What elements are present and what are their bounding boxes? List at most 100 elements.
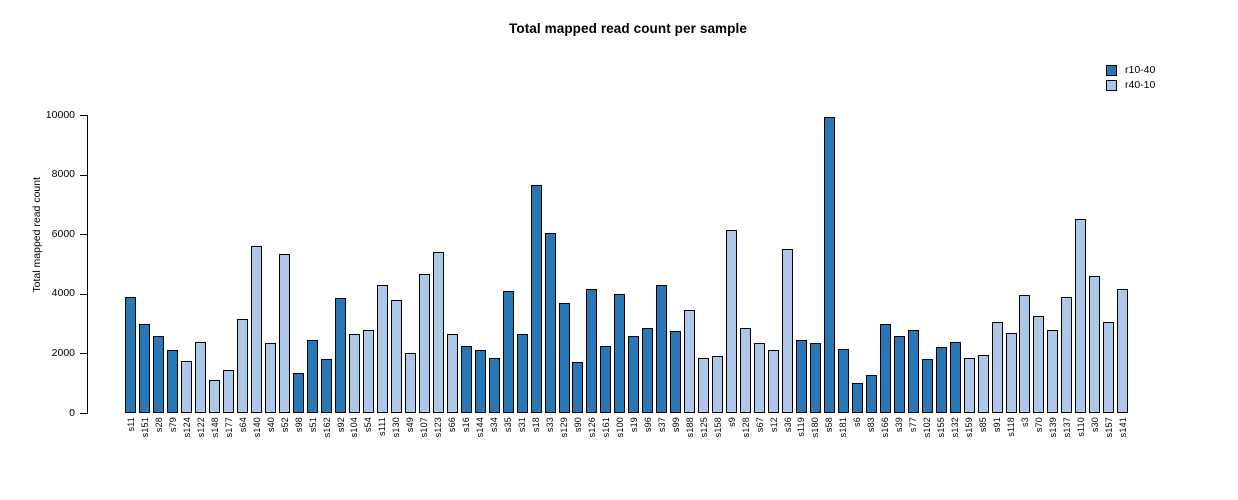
bar-s159 [963,357,975,413]
bar-slot-s49: s49 [403,115,417,432]
x-tick-label-s124: s124 [181,417,192,438]
legend-item-r40-10: r40-10 [1106,80,1155,91]
x-tick-label-s77: s77 [908,417,919,433]
bar-slot-s181: s181 [836,115,850,437]
bar-slot-s119: s119 [795,115,809,437]
legend-label-r10-40: r10-40 [1125,64,1156,76]
bar-slot-s110: s110 [1074,115,1088,437]
bar-slot-s100: s100 [613,115,627,437]
y-tick-label-4000: 4000 [51,287,75,300]
x-tick-label-wrap: s181 [836,417,850,437]
plot-area-bars: s11 s151 s28 s79 s124 s122 s148 s177 s64 s140 s40 s… [124,115,1130,437]
bar-s180 [809,343,821,413]
x-tick-label-s96: s96 [642,417,653,433]
x-tick-label-s16: s16 [461,417,472,433]
x-tick-label-s12: s12 [768,417,779,433]
x-tick-label-s51: s51 [307,417,318,433]
bar-s158 [712,356,724,413]
y-tick-label-2000: 2000 [51,346,75,359]
bar-s9 [726,229,738,413]
x-tick-label-wrap: s111 [375,417,389,436]
bar-s137 [1061,296,1073,413]
x-tick-label-wrap: s66 [445,417,459,432]
y-axis-line [87,115,88,414]
bar-slot-s139: s139 [1046,115,1060,437]
bar-slot-s141: s141 [1116,115,1130,437]
bar-s92 [335,298,347,413]
x-tick-label-wrap: s104 [348,417,362,437]
x-tick-label-wrap: s107 [417,417,431,437]
bar-s19 [628,335,640,413]
bar-s66 [446,334,458,413]
x-tick-label-s70: s70 [1033,417,1044,433]
y-tick-mark-2000 [80,353,87,355]
bar-s111 [376,284,388,413]
x-tick-label-s33: s33 [545,417,556,433]
bar-s6 [851,383,863,413]
bar-slot-s158: s158 [711,115,725,437]
x-tick-label-wrap: s157 [1102,417,1116,437]
x-tick-label-s100: s100 [614,417,625,438]
bar-s126 [586,289,598,413]
bar-s166 [879,323,891,413]
x-tick-label-wrap: s125 [697,417,711,437]
bar-slot-s126: s126 [585,115,599,437]
bar-s181 [837,348,849,413]
bar-s96 [642,328,654,413]
x-tick-label-wrap: s122 [194,417,208,437]
bar-s40 [265,343,277,413]
x-tick-label-wrap: s132 [948,417,962,437]
bar-slot-s188: s188 [683,115,697,437]
bar-slot-s79: s79 [166,115,180,432]
x-tick-label-s181: s181 [838,417,849,438]
x-tick-label-wrap: s166 [878,417,892,437]
x-tick-label-wrap: s158 [711,417,725,437]
bar-s122 [195,341,207,413]
bar-s102 [921,359,933,413]
bar-slot-s132: s132 [948,115,962,437]
x-tick-label-s18: s18 [531,417,542,433]
x-tick-label-s111: s111 [377,417,388,436]
bar-s90 [572,362,584,413]
bar-slot-s52: s52 [278,115,292,432]
bar-slot-s157: s157 [1102,115,1116,437]
bar-s98 [293,372,305,413]
x-tick-label-wrap: s100 [613,417,627,437]
bar-slot-s180: s180 [808,115,822,437]
x-tick-label-wrap: s90 [571,417,585,432]
bar-s188 [684,310,696,413]
x-tick-label-wrap: s6 [850,417,864,427]
x-tick-label-s35: s35 [503,417,514,433]
bar-s118 [1005,332,1017,413]
x-tick-label-s9: s9 [726,417,737,427]
bar-s52 [279,253,291,413]
x-tick-label-wrap: s91 [990,417,1004,432]
x-tick-label-s137: s137 [1061,417,1072,438]
bar-slot-s31: s31 [515,115,529,432]
bar-slot-s28: s28 [152,115,166,432]
x-tick-label-s188: s188 [684,417,695,438]
bar-slot-s91: s91 [990,115,1004,432]
bar-slot-s30: s30 [1088,115,1102,432]
bar-s151 [139,323,151,413]
bar-slot-s128: s128 [739,115,753,437]
x-tick-label-s166: s166 [880,417,891,438]
x-tick-label-s40: s40 [265,417,276,433]
x-tick-label-wrap: s137 [1060,417,1074,437]
x-tick-label-s128: s128 [740,417,751,438]
y-tick-mark-6000 [80,234,87,236]
x-tick-label-s140: s140 [251,417,262,438]
bar-s124 [181,360,193,413]
x-tick-label-wrap: s141 [1116,417,1130,437]
y-tick-mark-4000 [80,293,87,295]
x-tick-label-s151: s151 [139,417,150,438]
y-tick-label-10000: 10000 [45,108,75,121]
bar-s18 [530,185,542,413]
bar-s91 [991,322,1003,413]
bar-s31 [516,334,528,413]
bar-slot-s51: s51 [306,115,320,432]
x-tick-label-wrap: s180 [808,417,822,437]
bar-slot-s77: s77 [906,115,920,432]
x-tick-label-wrap: s36 [781,417,795,432]
